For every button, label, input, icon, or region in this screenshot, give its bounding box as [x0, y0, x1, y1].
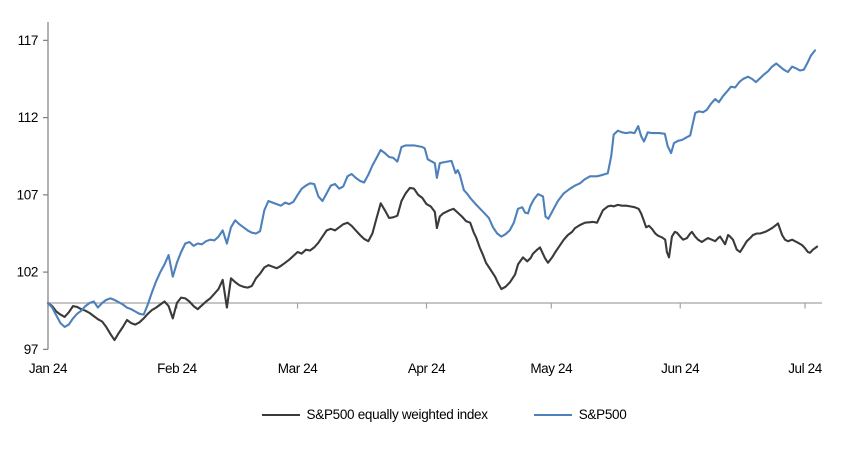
legend-item-equal-weight: S&P500 equally weighted index: [261, 407, 488, 422]
legend-label-equal-weight: S&P500 equally weighted index: [306, 407, 488, 422]
legend-label-sp500: S&P500: [578, 407, 627, 422]
y-axis-tick-label: 112: [18, 110, 38, 125]
x-axis-tick-label: Jul 24: [788, 361, 823, 376]
y-axis-tick-label: 117: [18, 33, 38, 48]
chart-legend: S&P500 equally weighted index S&P500: [0, 407, 852, 422]
series-line-sp500-equal-weight: [46, 186, 819, 342]
x-axis-tick-label: Jan 24: [29, 361, 68, 376]
legend-item-sp500: S&P500: [533, 407, 627, 422]
y-axis-tick-label: 107: [17, 187, 38, 202]
series-line-sp500: [46, 49, 817, 328]
x-axis-tick-label: Jun 24: [661, 361, 700, 376]
legend-line-swatch-equal-weight: [261, 413, 300, 416]
legend-line-swatch-sp500: [533, 413, 572, 416]
y-axis-tick-label: 102: [17, 265, 38, 280]
x-axis-tick-label: Mar 24: [278, 361, 319, 376]
y-axis-tick-label: 97: [24, 342, 38, 357]
x-axis-tick-label: Feb 24: [157, 361, 198, 376]
x-axis-tick-label: Apr 24: [408, 361, 446, 376]
x-axis-tick-label: May 24: [530, 361, 573, 376]
